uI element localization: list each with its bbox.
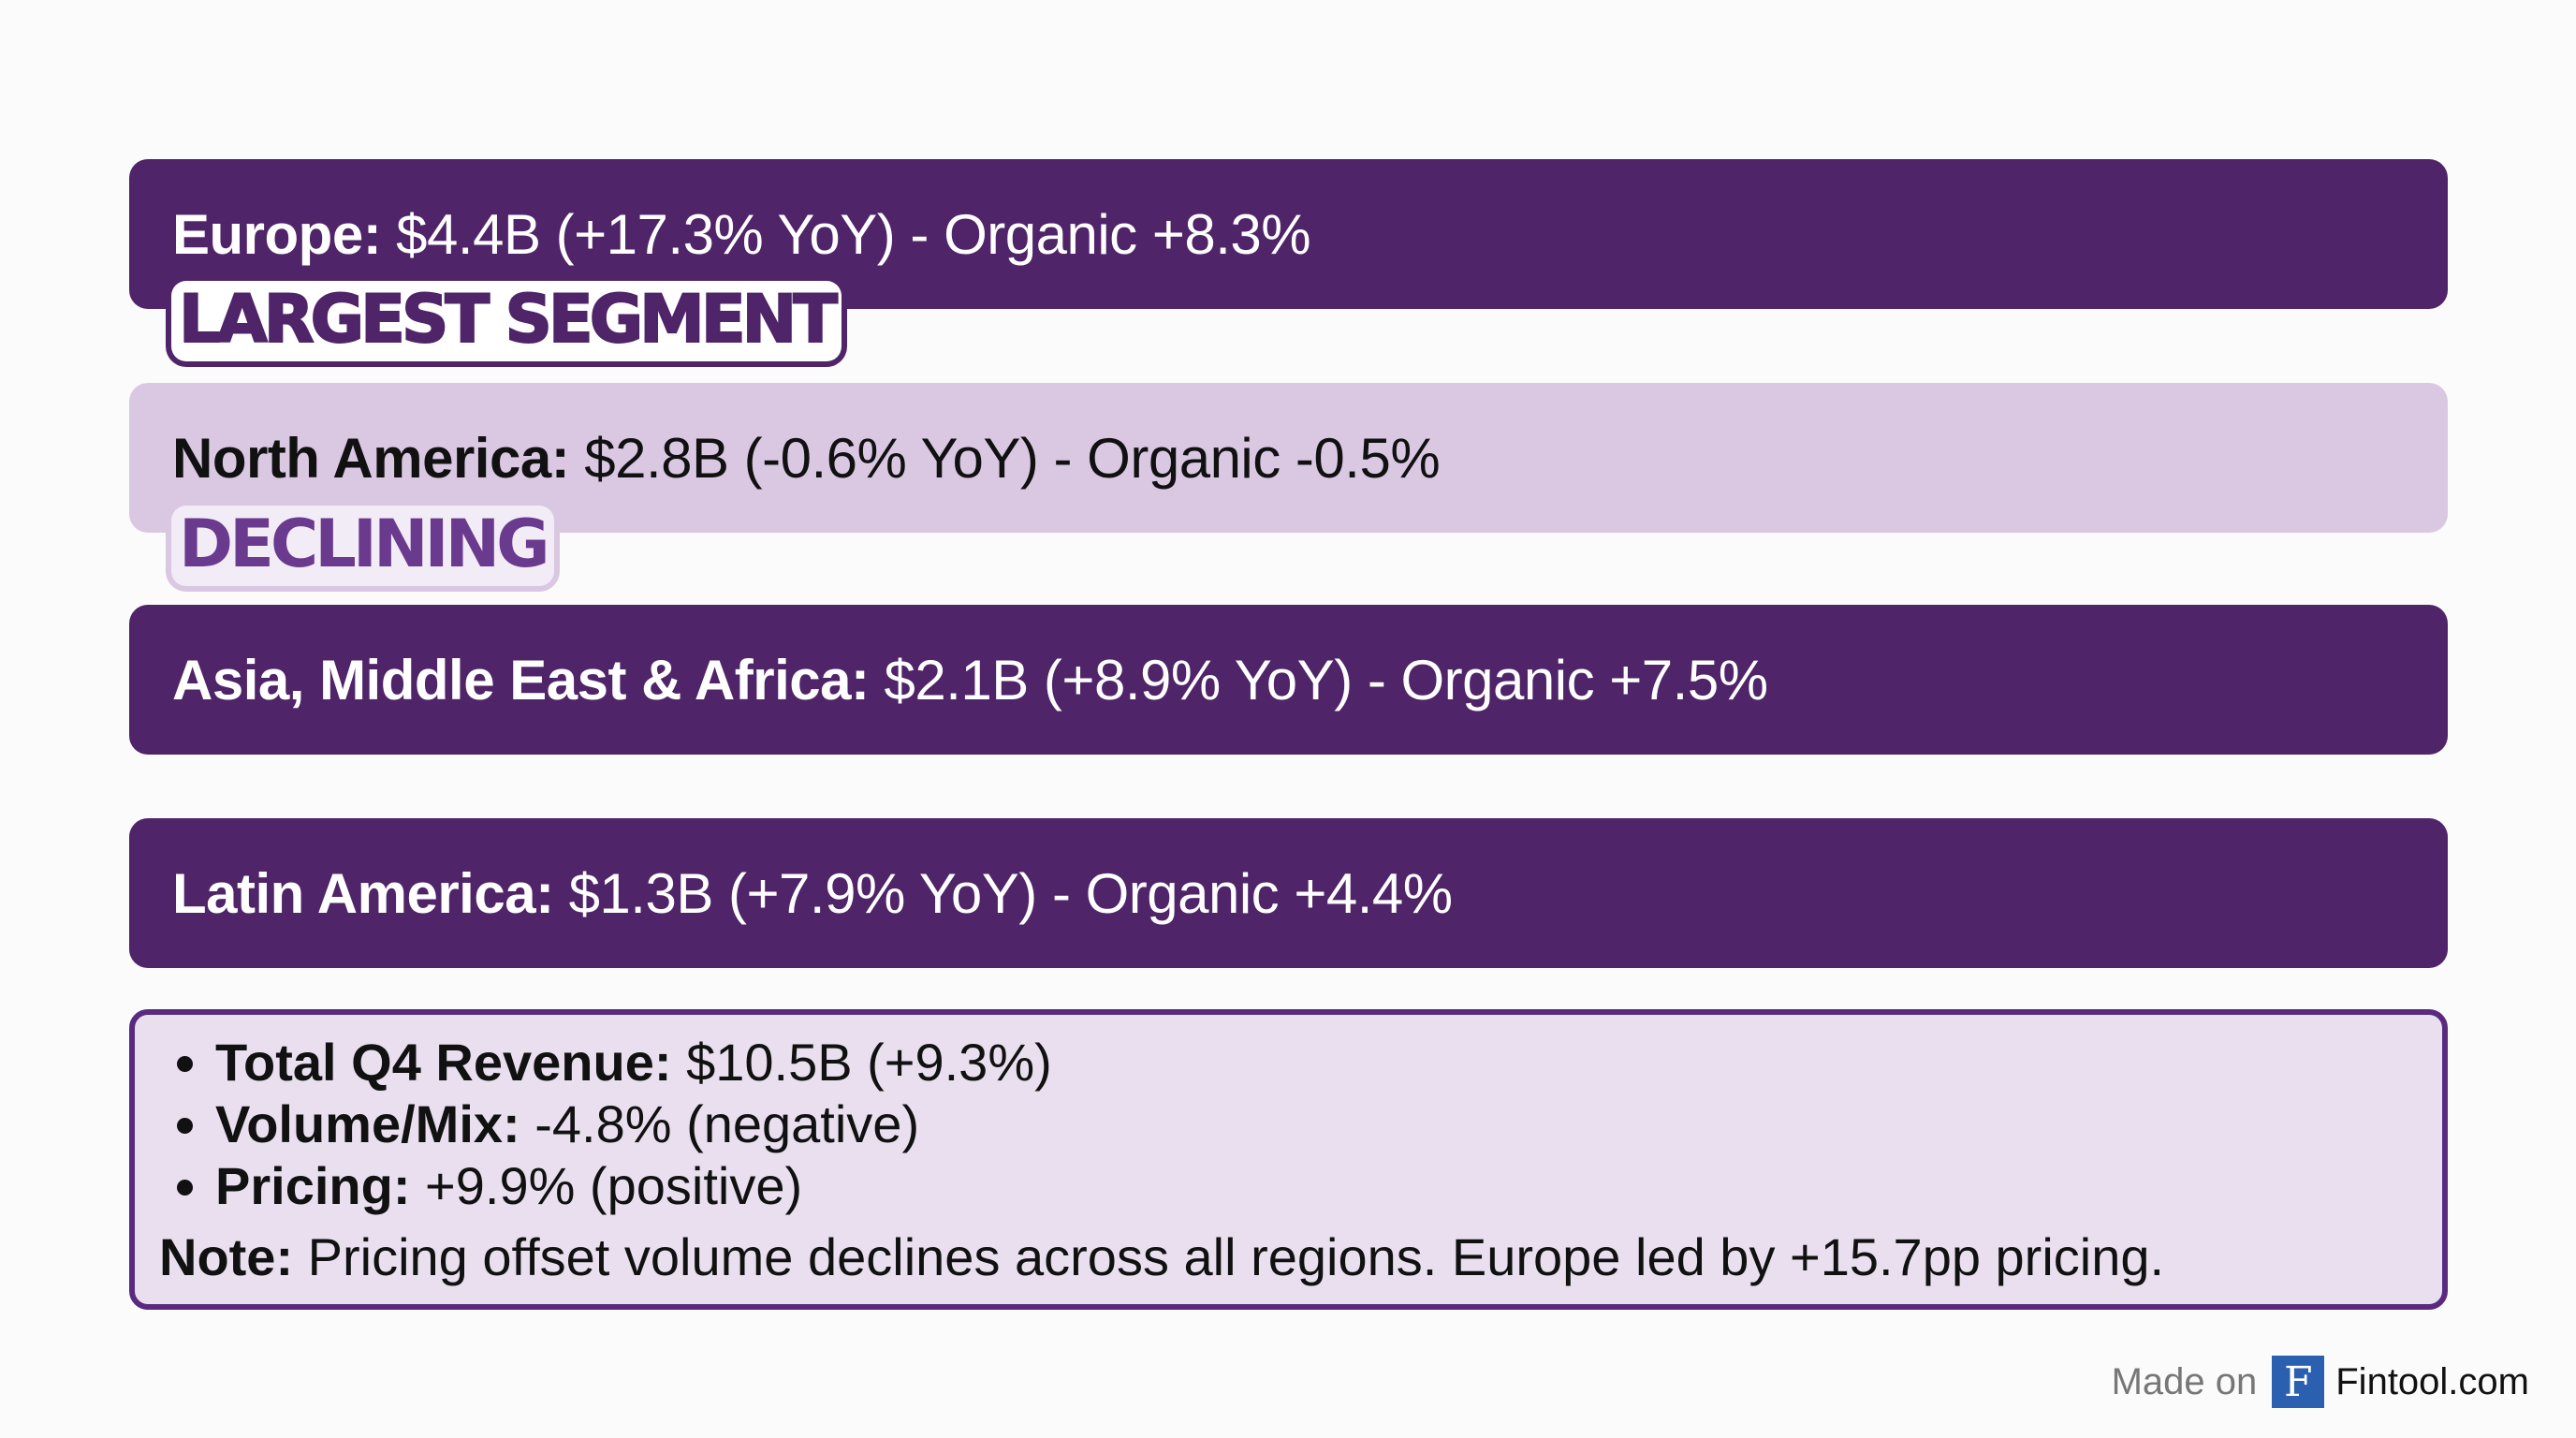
segment-region: Asia, Middle East & Africa: — [172, 648, 870, 712]
segment-latin-america: Latin America: $1.3B (+7.9% YoY) - Organ… — [129, 818, 2448, 968]
item-label: Pricing: — [215, 1156, 411, 1215]
item-label: Volume/Mix: — [215, 1094, 520, 1153]
note-label: Note: — [159, 1227, 294, 1286]
summary-item: Volume/Mix: -4.8% (negative) — [215, 1093, 2442, 1155]
summary-box: Total Q4 Revenue: $10.5B (+9.3%) Volume/… — [129, 1009, 2448, 1310]
segment-detail: $2.8B (-0.6% YoY) - Organic -0.5% — [584, 426, 1441, 490]
summary-item: Pricing: +9.9% (positive) — [215, 1155, 2442, 1217]
item-value: $10.5B (+9.3%) — [686, 1033, 1052, 1092]
segment-region: Latin America: — [172, 861, 554, 925]
fintool-logo-icon: F — [2272, 1356, 2325, 1408]
segment-detail: $2.1B (+8.9% YoY) - Organic +7.5% — [884, 648, 1768, 712]
item-value: +9.9% (positive) — [425, 1156, 803, 1215]
note-text: Pricing offset volume declines across al… — [307, 1227, 2165, 1286]
item-value: -4.8% (negative) — [534, 1094, 920, 1153]
segment-detail: $4.4B (+17.3% YoY) - Organic +8.3% — [396, 202, 1311, 266]
declining-badge: DECLINING — [171, 506, 554, 586]
footer-attribution[interactable]: Made on F Fintool.com — [2112, 1356, 2529, 1408]
segment-region: Europe: — [172, 202, 382, 266]
segment-region: North America: — [172, 426, 570, 490]
item-label: Total Q4 Revenue: — [215, 1033, 672, 1092]
summary-item: Total Q4 Revenue: $10.5B (+9.3%) — [215, 1032, 2442, 1093]
made-on-label: Made on — [2111, 1360, 2258, 1402]
summary-note: Note: Pricing offset volume declines acr… — [159, 1226, 2442, 1288]
summary-list: Total Q4 Revenue: $10.5B (+9.3%) Volume/… — [159, 1032, 2442, 1217]
largest-segment-badge: LARGEST SEGMENT — [171, 281, 842, 361]
fintool-link[interactable]: Fintool.com — [2335, 1360, 2529, 1402]
segment-detail: $1.3B (+7.9% YoY) - Organic +4.4% — [568, 861, 1454, 925]
segment-amea: Asia, Middle East & Africa: $2.1B (+8.9%… — [129, 605, 2448, 755]
